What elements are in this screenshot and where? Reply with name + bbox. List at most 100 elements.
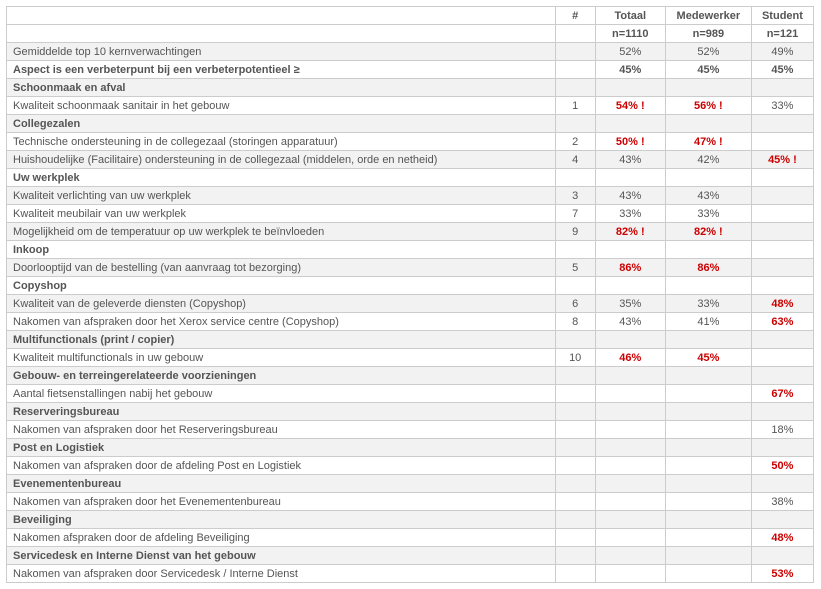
table-cell: 45% — [665, 349, 751, 367]
table-row: Aspect is een verbeterpunt bij een verbe… — [7, 61, 814, 79]
row-label: Aantal fietsenstallingen nabij het gebou… — [7, 385, 556, 403]
table-row: Beveiliging — [7, 511, 814, 529]
table-cell — [665, 511, 751, 529]
table-cell — [751, 259, 813, 277]
row-rank: 4 — [555, 151, 595, 169]
row-label: Uw werkplek — [7, 169, 556, 187]
table-cell — [665, 457, 751, 475]
table-cell — [595, 457, 665, 475]
table-cell — [751, 547, 813, 565]
table-cell — [595, 565, 665, 583]
row-rank — [555, 43, 595, 61]
row-label: Gebouw- en terreingerelateerde voorzieni… — [7, 367, 556, 385]
row-label: Gemiddelde top 10 kernverwachtingen — [7, 43, 556, 61]
col-header-medewerker: Medewerker — [665, 7, 751, 25]
row-rank — [555, 115, 595, 133]
row-label: Reserveringsbureau — [7, 403, 556, 421]
table-cell: 45% — [751, 61, 813, 79]
table-cell — [595, 511, 665, 529]
table-row: Nakomen van afspraken door het Evenement… — [7, 493, 814, 511]
table-cell: 49% — [751, 43, 813, 61]
row-label: Schoonmaak en afval — [7, 79, 556, 97]
table-cell: 33% — [665, 205, 751, 223]
table-cell: 43% — [665, 187, 751, 205]
row-rank — [555, 61, 595, 79]
table-cell: 52% — [665, 43, 751, 61]
row-label: Doorlooptijd van de bestelling (van aanv… — [7, 259, 556, 277]
row-rank — [555, 457, 595, 475]
table-cell — [665, 547, 751, 565]
table-cell — [751, 403, 813, 421]
table-cell: 63% — [751, 313, 813, 331]
table-row: Nakomen van afspraken door Servicedesk /… — [7, 565, 814, 583]
table-row: Kwaliteit verlichting van uw werkplek343… — [7, 187, 814, 205]
table-row: Gemiddelde top 10 kernverwachtingen52%52… — [7, 43, 814, 61]
table-cell — [595, 367, 665, 385]
row-rank — [555, 277, 595, 295]
col-header-totaal: Totaal — [595, 7, 665, 25]
table-row: Uw werkplek — [7, 169, 814, 187]
table-cell — [665, 115, 751, 133]
row-label: Evenementenbureau — [7, 475, 556, 493]
table-cell — [751, 367, 813, 385]
row-label: Servicedesk en Interne Dienst van het ge… — [7, 547, 556, 565]
row-rank: 7 — [555, 205, 595, 223]
table-cell: 33% — [595, 205, 665, 223]
table-cell — [751, 331, 813, 349]
row-label: Collegezalen — [7, 115, 556, 133]
row-label: Nakomen afspraken door de afdeling Bevei… — [7, 529, 556, 547]
col-header-student: Student — [751, 7, 813, 25]
table-cell — [665, 493, 751, 511]
row-rank — [555, 493, 595, 511]
table-cell — [595, 439, 665, 457]
row-label: Nakomen van afspraken door het Reserveri… — [7, 421, 556, 439]
row-rank: 2 — [555, 133, 595, 151]
table-cell — [665, 79, 751, 97]
table-cell: n=989 — [665, 25, 751, 43]
table-cell — [751, 205, 813, 223]
table-cell: 35% — [595, 295, 665, 313]
table-cell — [665, 403, 751, 421]
table-cell: 45% — [665, 61, 751, 79]
table-cell — [595, 385, 665, 403]
table-cell — [595, 529, 665, 547]
table-row: Nakomen van afspraken door het Reserveri… — [7, 421, 814, 439]
table-cell: 82% ! — [665, 223, 751, 241]
table-row: Nakomen van afspraken door de afdeling P… — [7, 457, 814, 475]
row-rank: 10 — [555, 349, 595, 367]
table-row: Reserveringsbureau — [7, 403, 814, 421]
table-row: Kwaliteit multifunctionals in uw gebouw1… — [7, 349, 814, 367]
row-label: Nakomen van afspraken door Servicedesk /… — [7, 565, 556, 583]
table-cell — [665, 439, 751, 457]
table-cell: 47% ! — [665, 133, 751, 151]
table-cell — [665, 169, 751, 187]
table-row: Kwaliteit van de geleverde diensten (Cop… — [7, 295, 814, 313]
row-rank — [555, 367, 595, 385]
table-cell — [595, 403, 665, 421]
table-cell: 86% — [665, 259, 751, 277]
row-rank — [555, 547, 595, 565]
table-cell: 48% — [751, 295, 813, 313]
table-cell: n=121 — [751, 25, 813, 43]
table-cell — [595, 115, 665, 133]
row-rank — [555, 511, 595, 529]
table-row: Post en Logistiek — [7, 439, 814, 457]
table-cell: n=1110 — [595, 25, 665, 43]
table-row: Evenementenbureau — [7, 475, 814, 493]
table-row: Kwaliteit schoonmaak sanitair in het geb… — [7, 97, 814, 115]
row-rank — [555, 439, 595, 457]
row-label: Beveiliging — [7, 511, 556, 529]
table-cell: 48% — [751, 529, 813, 547]
row-rank — [555, 331, 595, 349]
table-header-row: # Totaal Medewerker Student — [7, 7, 814, 25]
table-row: Aantal fietsenstallingen nabij het gebou… — [7, 385, 814, 403]
row-label: Multifunctionals (print / copier) — [7, 331, 556, 349]
table-row: Collegezalen — [7, 115, 814, 133]
table-cell — [751, 169, 813, 187]
table-cell — [751, 511, 813, 529]
row-rank — [555, 421, 595, 439]
table-cell: 56% ! — [665, 97, 751, 115]
table-cell — [595, 277, 665, 295]
table-cell — [665, 421, 751, 439]
table-row: Copyshop — [7, 277, 814, 295]
